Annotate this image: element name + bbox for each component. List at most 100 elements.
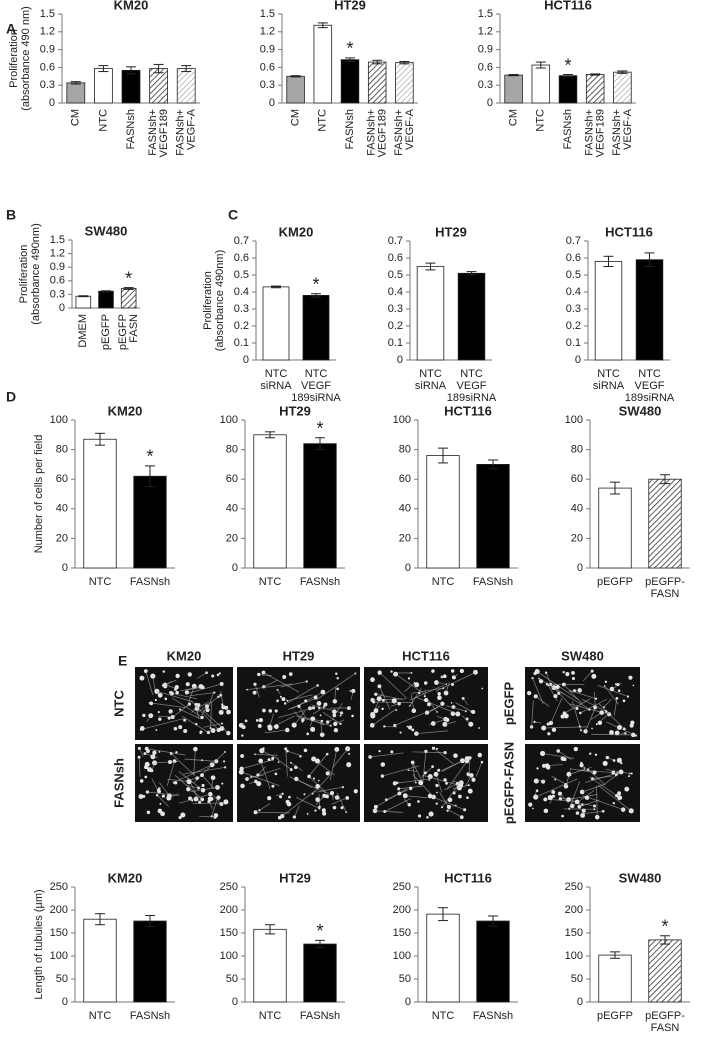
micrograph-cell bbox=[158, 750, 161, 753]
significance-mark: * bbox=[146, 447, 153, 467]
chart-title: KM20 bbox=[279, 224, 314, 239]
micrograph-cell bbox=[555, 684, 560, 689]
micrograph-cell bbox=[185, 682, 190, 687]
micrograph-tubule bbox=[542, 753, 574, 759]
micrograph-cell bbox=[471, 777, 476, 782]
micrograph-tubule bbox=[181, 715, 209, 733]
micrograph-tubule bbox=[468, 757, 471, 778]
x-tick-label: NTC bbox=[259, 576, 282, 588]
micrograph-cell bbox=[390, 750, 394, 754]
micrograph-cell bbox=[609, 686, 615, 692]
micrograph-cell bbox=[428, 779, 430, 781]
y-tick-label: 0.9 bbox=[40, 44, 55, 56]
micrograph-cell bbox=[561, 814, 564, 818]
y-tick-label: 0.6 bbox=[234, 252, 249, 264]
micrograph-cell bbox=[381, 698, 385, 702]
y-axis-label: (absorbance 490 nm) bbox=[20, 6, 32, 111]
micrograph-cell bbox=[447, 797, 453, 803]
bar bbox=[457, 272, 486, 361]
error-bar bbox=[126, 66, 136, 75]
bar bbox=[302, 294, 330, 361]
x-tick-label: NTC bbox=[259, 1010, 282, 1022]
micrograph-cell bbox=[157, 692, 163, 698]
micrograph-cell bbox=[554, 778, 557, 781]
y-tick-label: 50 bbox=[56, 973, 68, 985]
y-tick-label: 200 bbox=[50, 904, 68, 916]
y-tick-label: 0.2 bbox=[388, 320, 403, 332]
micrograph-tubule bbox=[296, 778, 312, 789]
bar bbox=[594, 260, 623, 361]
chart-title: HCT116 bbox=[605, 224, 653, 239]
micrograph-cell bbox=[340, 806, 344, 810]
micrograph-cell bbox=[241, 734, 244, 737]
y-tick-label: 0.2 bbox=[234, 320, 249, 332]
y-tick-label: 0.4 bbox=[388, 286, 403, 298]
micrograph-cell bbox=[175, 690, 179, 695]
micrograph-cell bbox=[373, 804, 378, 809]
error-bar bbox=[617, 70, 628, 74]
micrograph-tubule bbox=[285, 748, 288, 777]
y-tick-label: 60 bbox=[226, 473, 238, 485]
error-bar bbox=[610, 951, 620, 959]
micrograph-tubule bbox=[287, 750, 303, 757]
y-tick-label: 0 bbox=[487, 97, 493, 109]
y-tick-label: 200 bbox=[393, 904, 411, 916]
micrograph-cell bbox=[314, 758, 320, 764]
x-tick-label: pEGFP bbox=[597, 1010, 633, 1022]
micrograph-cell bbox=[218, 672, 221, 675]
micrograph bbox=[135, 744, 233, 822]
micrograph-tubule bbox=[412, 774, 434, 798]
micrograph-cell bbox=[395, 709, 398, 711]
x-tick-label: NTC bbox=[432, 1010, 455, 1022]
micrograph-cell bbox=[565, 671, 570, 677]
micrograph-tubule bbox=[198, 815, 216, 818]
x-tick-label: pEGFP bbox=[117, 314, 129, 350]
micrograph-cell bbox=[262, 747, 265, 750]
y-tick-label: 100 bbox=[220, 414, 238, 426]
micrograph-cell bbox=[532, 807, 534, 810]
micrograph-tubule bbox=[193, 751, 226, 784]
y-axis-label: Proliferation bbox=[18, 245, 30, 304]
micrograph-cell bbox=[571, 676, 576, 681]
micrograph-cell bbox=[575, 706, 579, 710]
micrograph-tubule bbox=[329, 749, 338, 780]
micrograph-cell bbox=[469, 773, 474, 778]
micrograph-tubule bbox=[254, 684, 260, 698]
micrograph-cell bbox=[459, 668, 464, 674]
x-tick-label: FASNsh bbox=[130, 1010, 170, 1022]
micrograph-cell bbox=[397, 791, 402, 796]
micrograph-cell bbox=[417, 800, 420, 803]
micrograph-cell bbox=[579, 789, 585, 795]
micrograph-cell bbox=[602, 760, 608, 766]
micrograph-cell bbox=[617, 791, 622, 796]
error-bar bbox=[345, 57, 355, 62]
micrograph-cell bbox=[617, 689, 621, 692]
micrograph-row-label: pEGFP bbox=[501, 682, 516, 726]
micrograph-tubule bbox=[290, 762, 303, 771]
y-tick-label: 0.9 bbox=[260, 44, 275, 56]
micrograph-cell bbox=[255, 719, 259, 722]
micrograph-tubule bbox=[139, 748, 144, 757]
x-tick-label: NTC bbox=[97, 109, 109, 132]
y-tick-label: 0.1 bbox=[234, 337, 249, 349]
micrograph-cell bbox=[551, 727, 557, 732]
y-tick-label: 0.1 bbox=[388, 337, 403, 349]
y-tick-label: 80 bbox=[571, 444, 583, 456]
chart-title: KM20 bbox=[108, 870, 143, 885]
micrograph-cell bbox=[348, 753, 351, 756]
chart-title: HCT116 bbox=[444, 403, 492, 418]
y-tick-label: 20 bbox=[399, 532, 411, 544]
micrograph-tubule bbox=[247, 683, 293, 691]
error-bar bbox=[610, 481, 620, 495]
x-tick-label: FASNsh bbox=[344, 109, 356, 149]
micrograph-cell bbox=[624, 786, 630, 792]
micrograph-tubule bbox=[257, 766, 266, 776]
x-tick-label: FASNsh+ bbox=[584, 109, 596, 156]
micrograph-tubule bbox=[591, 733, 634, 736]
micrograph-cell bbox=[142, 713, 146, 718]
micrograph-cell bbox=[218, 709, 224, 715]
micrograph-tubule bbox=[394, 706, 439, 726]
micrograph-tubule bbox=[379, 686, 391, 710]
bar bbox=[121, 69, 141, 104]
micrograph-tubule bbox=[241, 771, 280, 787]
